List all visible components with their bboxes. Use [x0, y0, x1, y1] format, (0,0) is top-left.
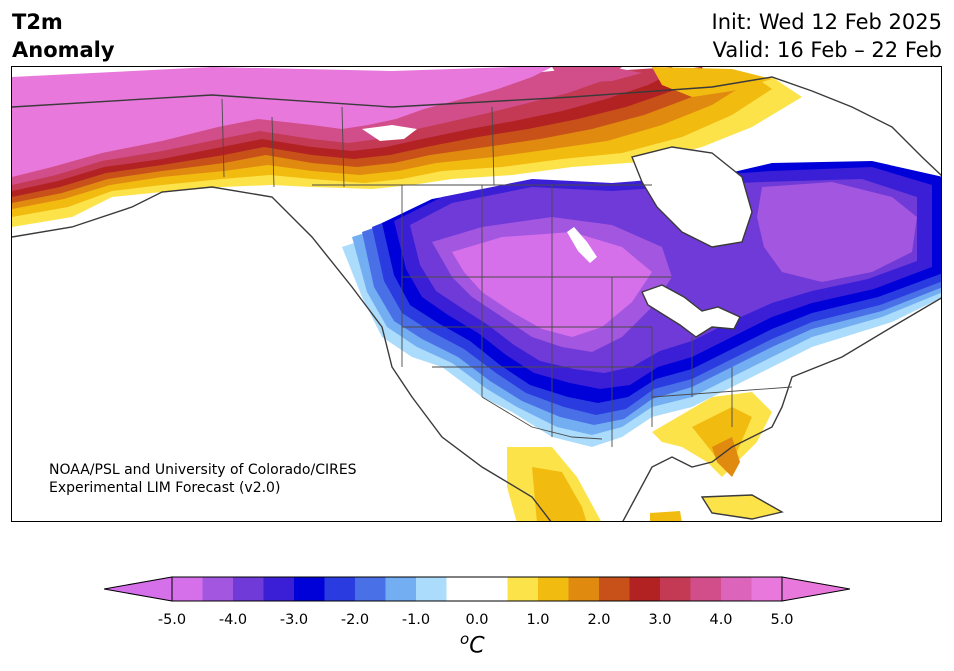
colorbar-cell: [263, 577, 295, 601]
colorbar-tick-label: 2.0: [587, 612, 611, 628]
colorbar-cell: [629, 577, 661, 601]
colorbar-tick-label: -2.0: [340, 612, 370, 628]
colorbar: [104, 576, 850, 602]
colorbar-cell: [660, 577, 691, 601]
warm-yucatan: [650, 511, 682, 521]
colorbar-cell: [233, 577, 264, 601]
colorbar-cell: [507, 577, 539, 601]
colorbar-tick-label: 3.0: [648, 612, 672, 628]
gulf-of-mexico: [592, 447, 702, 509]
colorbar-tick-label: 5.0: [770, 612, 794, 628]
credit-line2: Experimental LIM Forecast (v2.0): [49, 480, 281, 496]
colorbar-cell: [355, 577, 386, 601]
colorbar-unit: oC: [460, 630, 485, 658]
colorbar-cell: [416, 577, 447, 601]
colorbar-over-arrow: [781, 576, 850, 602]
colorbar-cell: [446, 577, 508, 601]
colorbar-tick-label: 1.0: [526, 612, 550, 628]
warm-arctic-islands: [552, 67, 642, 83]
forecast-dates: Init: Wed 12 Feb 2025 Valid: 16 Feb – 22…: [712, 8, 942, 64]
credit-text: NOAA/PSL and University of Colorado/CIRE…: [49, 461, 357, 497]
colorbar-cell: [751, 577, 783, 601]
hudson-bay: [632, 147, 752, 247]
colorbar-under-arrow: [104, 576, 173, 602]
anomaly-map-canvas: [12, 67, 941, 521]
warm-mexico-core: [532, 467, 587, 521]
colorbar-tick-label: -3.0: [279, 612, 309, 628]
colorbar-tick-label: 0.0: [465, 612, 489, 628]
credit-line1: NOAA/PSL and University of Colorado/CIRE…: [49, 462, 357, 478]
colorbar-tick-label: -5.0: [157, 612, 187, 628]
great-lakes: [642, 285, 740, 337]
map-title: T2m Anomaly: [12, 8, 115, 64]
political-borders: [221, 98, 793, 447]
warm-southeast-core: [692, 407, 752, 467]
valid-date-range: Valid: 16 Feb – 22 Feb: [712, 38, 942, 62]
colorbar-cell: [172, 577, 203, 601]
unit-celsius: C: [469, 633, 485, 659]
map-title-line1: T2m: [12, 10, 63, 34]
colorbar-cell: [568, 577, 600, 601]
unit-degree: o: [460, 630, 470, 648]
colorbar-cells: [172, 577, 783, 601]
coastlines: [12, 76, 941, 521]
map-title-line2: Anomaly: [12, 38, 115, 62]
lake-winnipeg: [567, 227, 597, 263]
colorbar-cell: [294, 577, 325, 601]
colorbar-cell: [538, 577, 569, 601]
anomaly-map: [11, 66, 942, 522]
colorbar-cell: [599, 577, 630, 601]
colorbar-cell: [690, 577, 722, 601]
warm-alaska-core: [12, 67, 552, 177]
great-bear-lake: [362, 125, 417, 141]
colorbar-cell: [324, 577, 356, 601]
colorbar-tick-label: 4.0: [709, 612, 733, 628]
colorbar-tick-label: -1.0: [401, 612, 431, 628]
colorbar-cell: [721, 577, 752, 601]
colorbar-cell: [202, 577, 234, 601]
colorbar-border: [171, 576, 783, 602]
init-date: Init: Wed 12 Feb 2025: [711, 10, 942, 34]
cold-core-east: [757, 182, 917, 282]
colorbar-tick-label: -4.0: [218, 612, 248, 628]
colorbar-cell: [385, 577, 417, 601]
